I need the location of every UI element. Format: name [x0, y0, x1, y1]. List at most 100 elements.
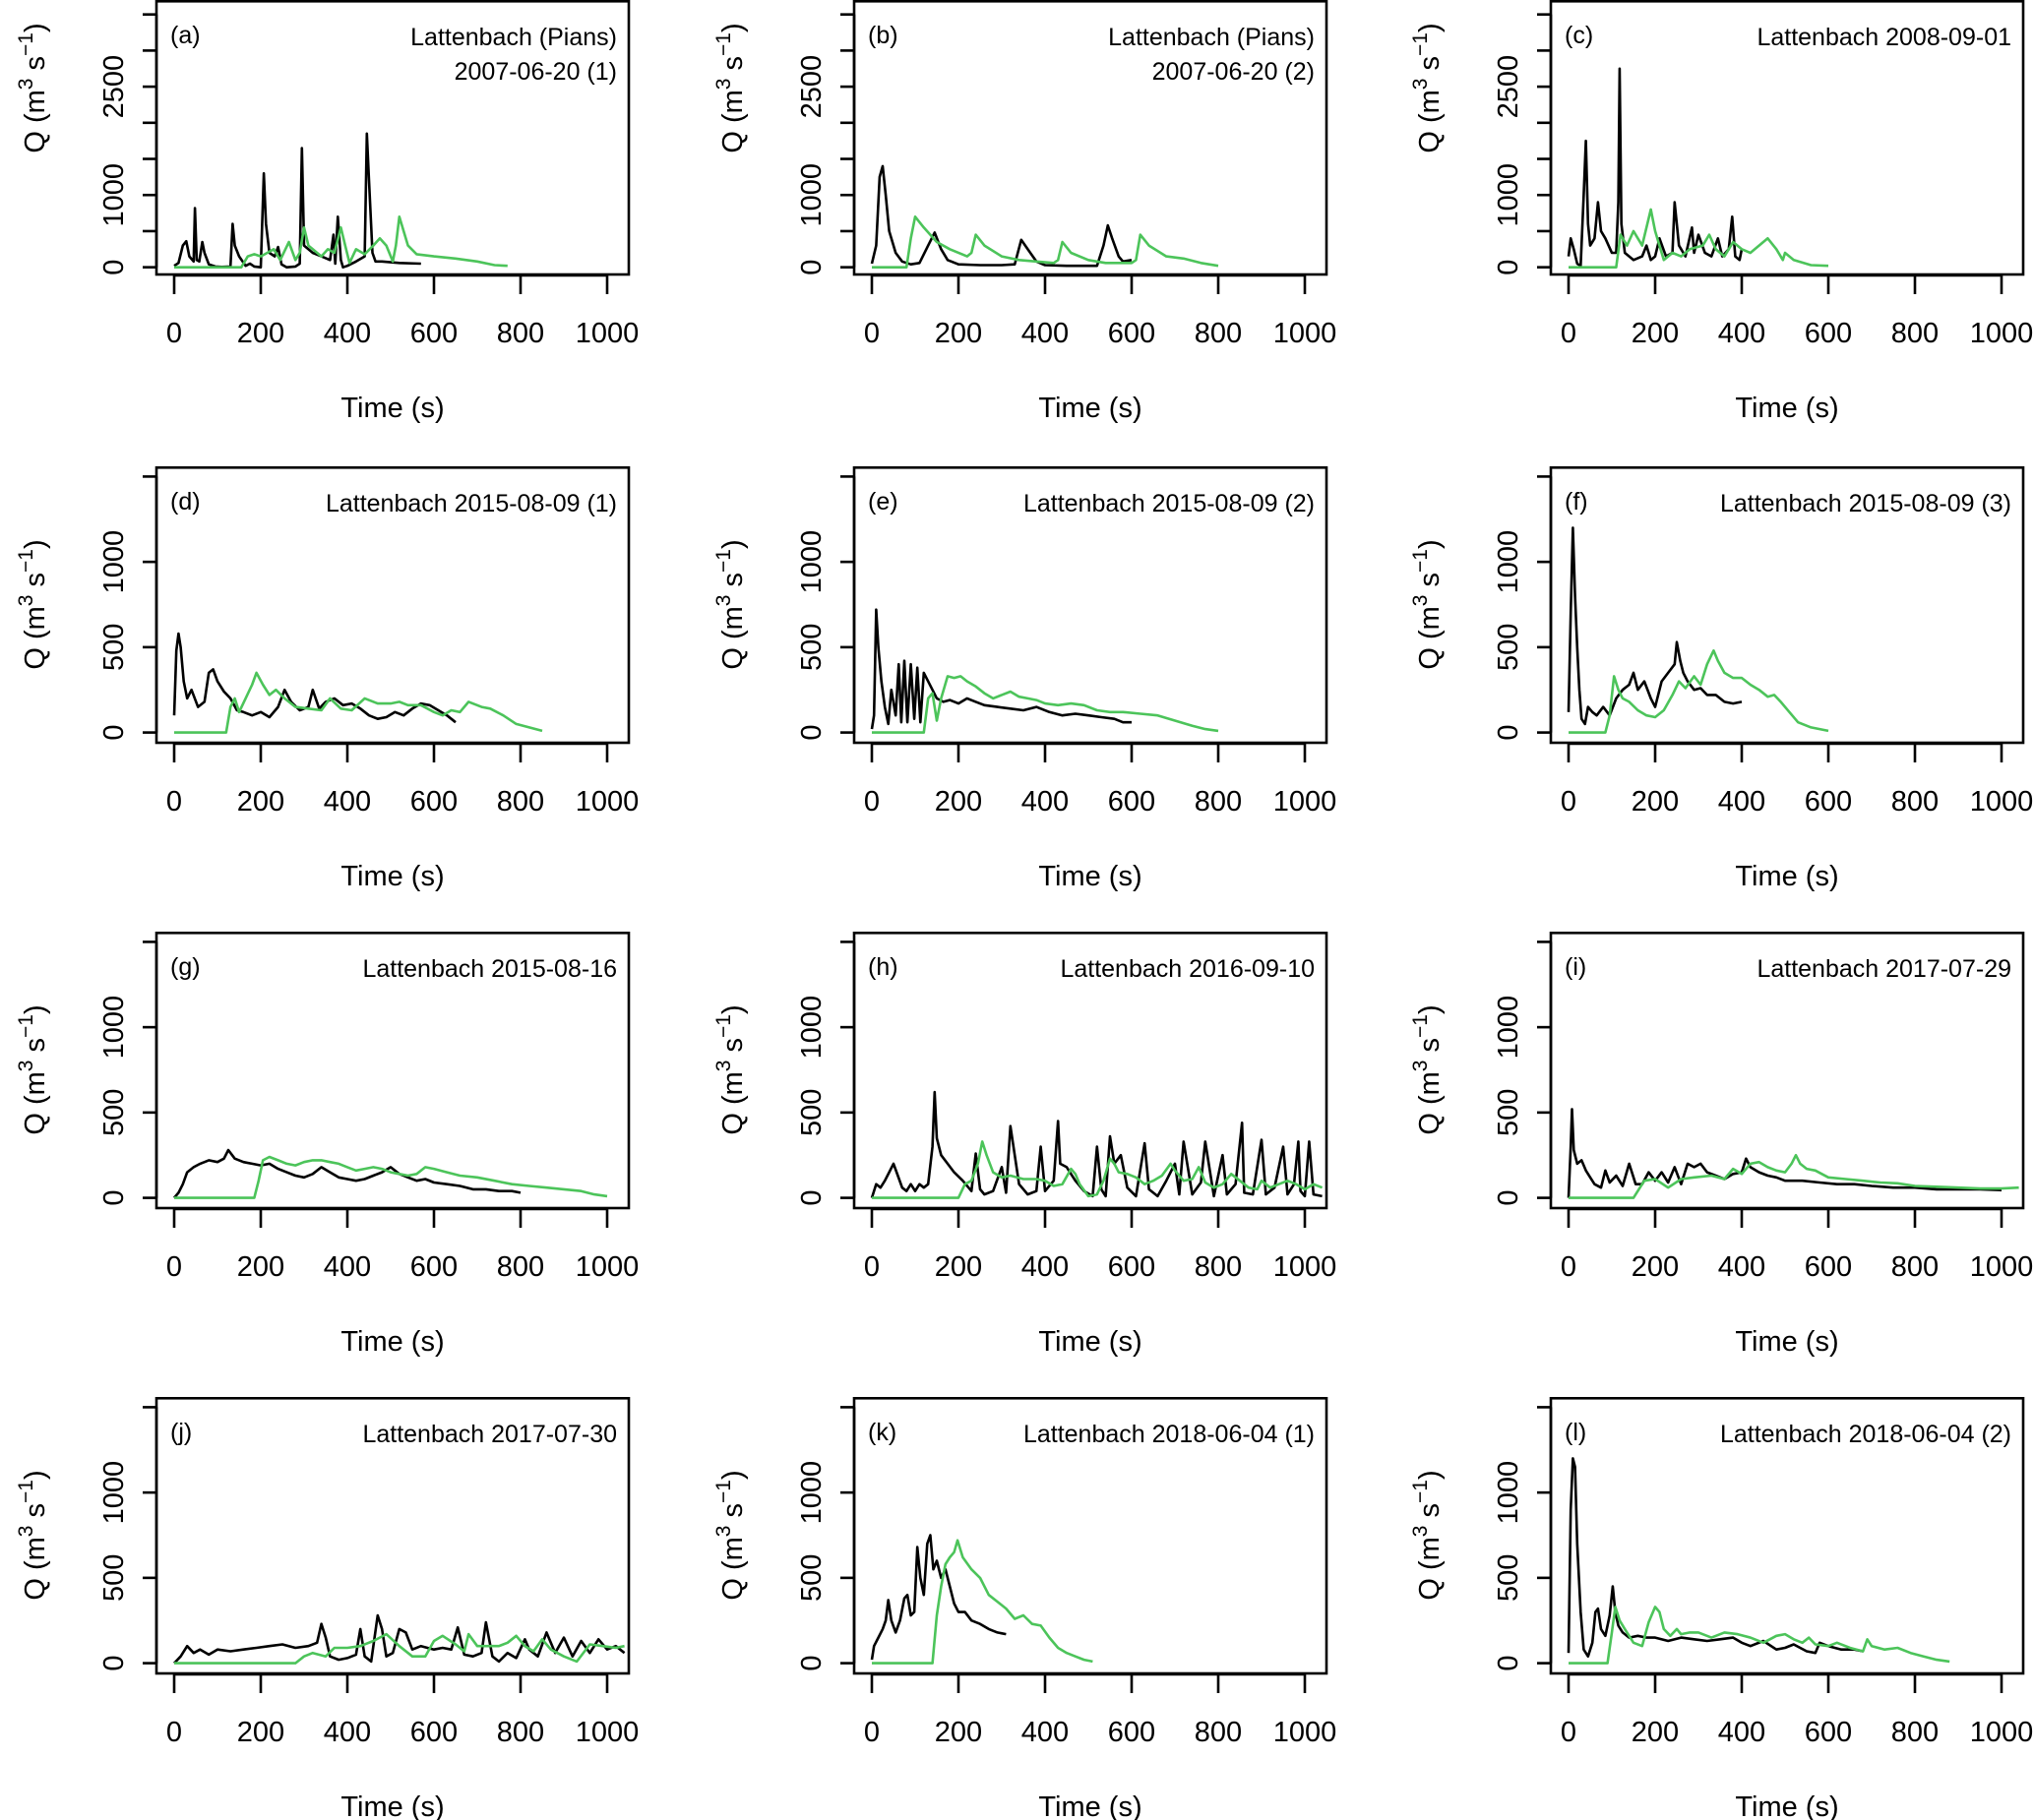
y-axis-title: Q (m3 s−1): [15, 1470, 51, 1600]
y-title-sup-3: 3: [1409, 595, 1432, 607]
y-tick-label: 1000: [1493, 530, 1524, 594]
series-simulated-line: [872, 215, 1219, 270]
y-tick-label: 1000: [1493, 1461, 1524, 1525]
y-axis-title: Q (m3 s−1): [1409, 23, 1446, 152]
x-tick-label: 800: [1891, 1251, 1939, 1283]
x-tick-label: 200: [237, 1717, 284, 1748]
y-title-main: Q (m: [20, 606, 51, 669]
y-title-sup-neg1: −1: [712, 1480, 735, 1503]
x-axis: 0 200 400 600 800 1000: [864, 742, 1337, 818]
x-tick-label: 1000: [1273, 1251, 1337, 1283]
y-title-sup-3: 3: [15, 1061, 37, 1072]
panel-title-line: Lattenbach 2017-07-29: [1757, 955, 2011, 983]
series-simulated-line: [174, 1632, 625, 1665]
y-axis: 0 500 1000: [1493, 475, 1553, 741]
y-title-sup-3: 3: [15, 595, 37, 607]
y-title-main: Q (m: [20, 90, 51, 152]
series-observed-line: [173, 132, 421, 270]
x-tick-label: 400: [1718, 1251, 1765, 1283]
panel-i: 0 500 1000 0 200 400 600 800 1000 Time (s) Q (m3 s…: [1409, 931, 2034, 1358]
x-tick-label: 400: [1718, 318, 1765, 349]
panel-tag-label: (c): [1565, 22, 1593, 49]
y-axis-title: Q (m3 s−1): [1409, 539, 1446, 669]
x-tick-label: 600: [1108, 318, 1155, 349]
panel-title-line: Lattenbach 2018-06-04 (1): [1023, 1421, 1315, 1448]
x-axis: 0 200 400 600 800 1000: [166, 1672, 639, 1748]
y-axis: 0 500 1000: [796, 940, 856, 1206]
x-tick-label: 0: [864, 1251, 880, 1283]
y-title-sup-neg1: −1: [712, 1014, 735, 1038]
x-tick-label: 600: [1108, 1251, 1155, 1283]
x-tick-label: 200: [1632, 318, 1679, 349]
x-axis-title: Time (s): [1038, 1791, 1141, 1820]
y-tick-label: 2500: [796, 55, 828, 119]
panel-d: 0 500 1000 0 200 400 600 800 1000 Time (s) Q (m3 s…: [15, 465, 639, 892]
panel-tag-label: (h): [868, 953, 898, 981]
x-tick-label: 800: [497, 318, 544, 349]
y-title-sup-3: 3: [712, 595, 735, 607]
y-tick-label: 1000: [796, 996, 828, 1060]
y-title-sup-3: 3: [1409, 1526, 1432, 1538]
x-tick-label: 1000: [1970, 1717, 2034, 1748]
y-axis-title: Q (m3 s−1): [15, 1004, 51, 1134]
x-tick-label: 400: [324, 318, 371, 349]
y-tick-label: 0: [1493, 1190, 1524, 1206]
y-title-sup-neg1: −1: [15, 1480, 37, 1503]
panel-title-line: Lattenbach (Pians): [410, 24, 617, 51]
panel-g: 0 500 1000 0 200 400 600 800 1000 Time (s) Q (m3 s…: [15, 931, 639, 1358]
y-tick-label: 500: [796, 624, 828, 671]
x-tick-label: 1000: [1273, 1717, 1337, 1748]
y-title-mid: s: [1414, 573, 1446, 595]
series-simulated-line: [174, 1155, 608, 1199]
x-tick-label: 200: [1632, 786, 1679, 818]
panel-tag-label: (k): [868, 1419, 896, 1446]
y-tick-label: 0: [796, 725, 828, 741]
y-tick-label: 0: [1493, 260, 1524, 275]
y-axis: 0 500 1000: [796, 1406, 856, 1671]
x-tick-label: 0: [864, 1717, 880, 1748]
panel-j: 0 500 1000 0 200 400 600 800 1000 Time (s) Q (m3 s…: [15, 1397, 639, 1820]
y-title-mid: s: [1414, 56, 1446, 79]
panel-title-line: Lattenbach (Pians): [1108, 24, 1315, 51]
y-title-mid: s: [20, 573, 51, 595]
y-tick-label: 0: [98, 1190, 130, 1206]
y-tick-label: 2500: [1493, 55, 1524, 119]
x-tick-label: 400: [1021, 1717, 1069, 1748]
y-title-main: Q (m: [1414, 606, 1446, 669]
x-tick-label: 200: [1632, 1251, 1679, 1283]
x-tick-label: 400: [324, 786, 371, 818]
x-tick-label: 0: [166, 1717, 182, 1748]
y-title-main: Q (m: [1414, 1071, 1446, 1134]
x-tick-label: 1000: [1970, 318, 2034, 349]
series-simulated-line: [174, 215, 508, 270]
y-title-end: ): [1414, 1004, 1446, 1014]
y-title-mid: s: [717, 1038, 749, 1061]
y-title-sup-neg1: −1: [1409, 32, 1432, 56]
panel-c: 0 1000 2500 0 200 400 600 800 1000 Time (s) Q (m3 …: [1409, 0, 2034, 424]
x-tick-label: 0: [864, 318, 880, 349]
x-tick-label: 200: [237, 786, 284, 818]
y-title-mid: s: [20, 1038, 51, 1061]
panel-title-line: Lattenbach 2016-09-10: [1060, 955, 1315, 983]
y-tick-label: 0: [1493, 725, 1524, 741]
y-title-end: ): [717, 23, 749, 32]
x-tick-label: 600: [410, 1251, 458, 1283]
x-tick-label: 800: [497, 1251, 544, 1283]
y-title-main: Q (m: [1414, 1537, 1446, 1600]
x-axis-title: Time (s): [1038, 861, 1141, 892]
x-tick-label: 1000: [1273, 318, 1337, 349]
x-axis-title: Time (s): [1038, 393, 1141, 424]
x-tick-label: 800: [1891, 786, 1939, 818]
y-axis-title: Q (m3 s−1): [712, 1004, 749, 1134]
y-title-mid: s: [1414, 1503, 1446, 1526]
x-tick-label: 1000: [1970, 1251, 2034, 1283]
x-axis-title: Time (s): [340, 1326, 444, 1358]
panel-tag-label: (e): [868, 488, 898, 516]
x-axis: 0 200 400 600 800 1000: [864, 273, 1337, 349]
y-title-end: ): [717, 1470, 749, 1480]
y-title-end: ): [20, 539, 51, 549]
x-tick-label: 1000: [1273, 786, 1337, 818]
x-tick-label: 600: [1805, 786, 1852, 818]
series-observed-line: [870, 608, 1132, 730]
y-axis: 0 500 1000: [98, 940, 158, 1206]
